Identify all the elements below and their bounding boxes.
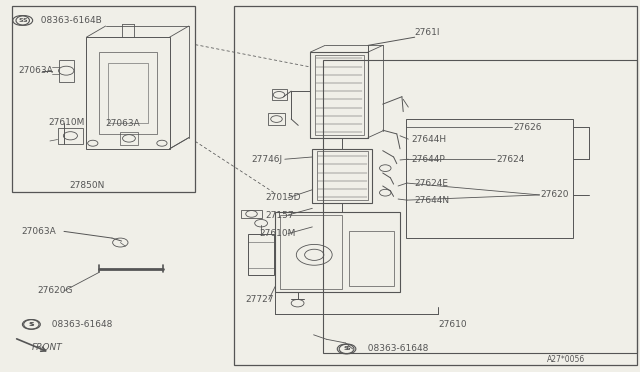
Text: 08363-61648: 08363-61648 [362,344,428,353]
FancyBboxPatch shape [234,6,637,365]
Text: 27727: 27727 [245,295,274,304]
Text: S: S [22,18,27,23]
Text: 2761I: 2761I [415,28,440,37]
Text: S: S [19,18,24,23]
Text: 27624E: 27624E [415,179,449,187]
Text: 27610M: 27610M [48,118,84,126]
Text: 08363-61648: 08363-61648 [46,320,113,329]
Text: 27644H: 27644H [411,135,446,144]
Text: 27746J: 27746J [251,155,282,164]
Text: 27063A: 27063A [21,227,56,236]
Text: 27610M: 27610M [260,229,296,238]
Text: S: S [29,322,35,327]
Text: 27063A: 27063A [106,119,140,128]
Text: 27626: 27626 [513,123,542,132]
Text: 27644P: 27644P [411,155,445,164]
Text: S: S [28,322,33,327]
Text: 27063A: 27063A [18,66,52,75]
Text: FRONT: FRONT [32,343,63,352]
Text: 27850N: 27850N [69,181,104,190]
FancyBboxPatch shape [12,6,195,192]
Text: 08363-6164B: 08363-6164B [35,16,102,25]
Text: 27644N: 27644N [415,196,450,205]
Text: 27157: 27157 [266,211,294,219]
Text: 27624: 27624 [496,155,524,164]
Text: 27620G: 27620G [37,286,72,295]
Text: S: S [343,346,348,352]
Text: S: S [345,346,350,352]
Text: 27620: 27620 [541,190,570,199]
Text: 27610: 27610 [438,320,467,329]
Text: 27015D: 27015D [266,193,301,202]
Text: A27*0056: A27*0056 [547,355,586,364]
